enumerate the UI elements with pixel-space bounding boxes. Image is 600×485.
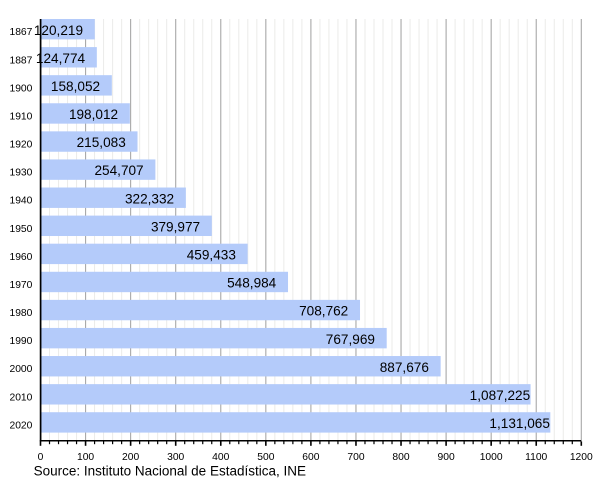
svg-text:2010: 2010 [9,392,32,403]
svg-text:1930: 1930 [9,168,32,179]
svg-text:Source: Instituto Nacional de: Source: Instituto Nacional de Estadístic… [34,463,306,478]
svg-text:800: 800 [392,452,409,463]
svg-text:100: 100 [77,452,94,463]
svg-text:254,707: 254,707 [94,163,143,178]
svg-text:1887: 1887 [9,55,32,66]
svg-text:600: 600 [302,452,319,463]
svg-text:120,219: 120,219 [34,23,83,38]
svg-text:700: 700 [347,452,364,463]
svg-text:1000: 1000 [480,452,503,463]
svg-text:2020: 2020 [9,420,32,431]
svg-text:1867: 1867 [9,27,32,38]
svg-text:708,762: 708,762 [299,304,348,319]
svg-text:1100: 1100 [525,452,547,463]
svg-text:548,984: 548,984 [227,276,277,291]
svg-text:124,774: 124,774 [36,51,86,66]
svg-text:1990: 1990 [9,336,32,347]
svg-text:1200: 1200 [570,452,593,463]
svg-text:198,012: 198,012 [69,107,118,122]
svg-text:1970: 1970 [9,280,32,291]
svg-text:200: 200 [122,452,139,463]
svg-text:300: 300 [167,452,184,463]
svg-text:900: 900 [438,452,455,463]
svg-text:1980: 1980 [9,308,32,319]
svg-text:215,083: 215,083 [77,135,126,150]
svg-text:1950: 1950 [9,224,32,235]
svg-text:767,969: 767,969 [326,332,375,347]
svg-text:1,131,065: 1,131,065 [489,416,549,431]
svg-text:400: 400 [212,452,229,463]
svg-text:887,676: 887,676 [380,360,429,375]
svg-text:158,052: 158,052 [51,79,100,94]
svg-text:1920: 1920 [9,140,32,151]
svg-text:0: 0 [38,452,44,463]
svg-text:379,977: 379,977 [151,219,200,234]
svg-text:459,433: 459,433 [187,247,236,262]
svg-text:1960: 1960 [9,252,32,263]
svg-text:1910: 1910 [9,111,32,122]
svg-text:1900: 1900 [9,83,32,94]
svg-text:2000: 2000 [9,364,32,375]
svg-text:1,087,225: 1,087,225 [470,388,530,403]
svg-text:500: 500 [257,452,274,463]
svg-text:1940: 1940 [9,196,32,207]
svg-text:322,332: 322,332 [125,191,174,206]
